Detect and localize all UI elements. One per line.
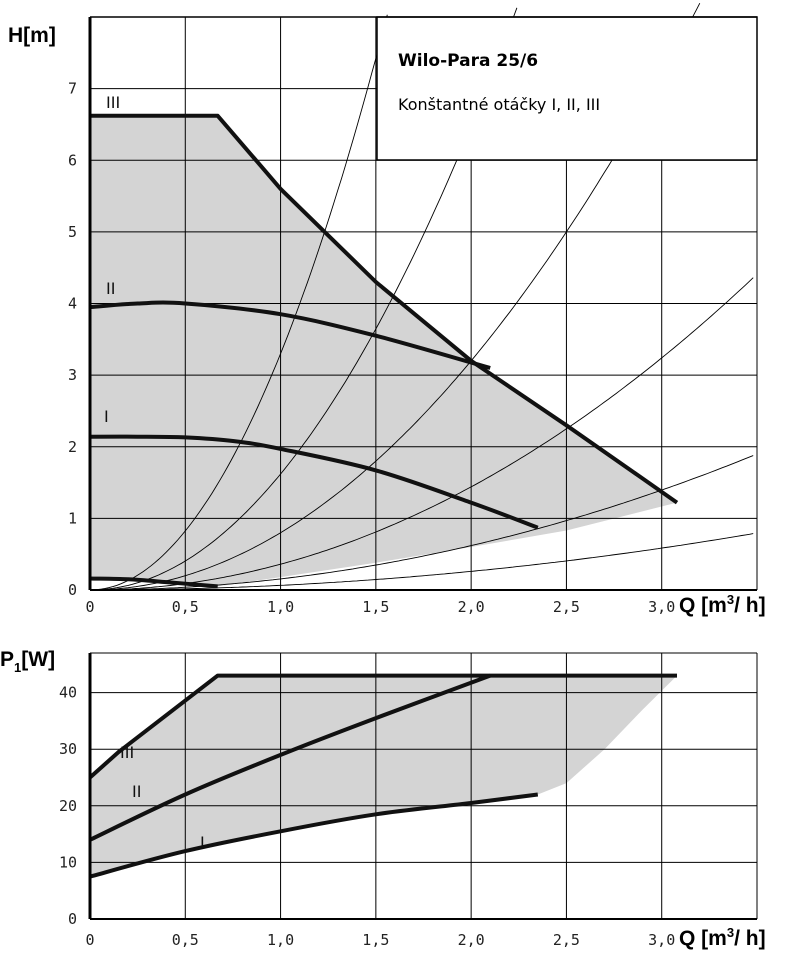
bottom-x-tick-label: 1,0 bbox=[267, 931, 294, 949]
bottom-series bbox=[88, 673, 677, 879]
legend-subtitle: Konštantné otáčky I, II, III bbox=[398, 95, 600, 114]
top-tick-labels: 0 0,5 1,0 1,5 2,0 2,5 3,0 0 1 2 3 4 5 6 7 bbox=[68, 80, 675, 616]
legend-box: Wilo-Para 25/6 Konštantné otáčky I, II, … bbox=[376, 16, 758, 161]
top-series-line bbox=[90, 113, 679, 505]
bottom-frame bbox=[88, 653, 757, 920]
top-x-tick-label: 1,5 bbox=[362, 598, 389, 616]
bottom-operating-area bbox=[90, 675, 677, 877]
top-operating-area bbox=[90, 115, 677, 587]
bottom-x-tick-label: 0,5 bbox=[172, 931, 199, 949]
top-x-axis-title: Q [m3/ h] bbox=[679, 592, 766, 617]
top-curve-label: III bbox=[106, 93, 120, 112]
top-x-tick-label: 2,5 bbox=[553, 598, 580, 616]
bottom-series-line bbox=[88, 673, 677, 779]
bottom-operating-area-fill bbox=[90, 675, 677, 877]
top-x-tick-label: 3,0 bbox=[648, 598, 675, 616]
top-curve-label: II bbox=[106, 279, 115, 298]
bottom-y-tick-label: 0 bbox=[68, 910, 77, 928]
bottom-y-tick-label: 40 bbox=[59, 684, 77, 702]
legend-title: Wilo-Para 25/6 bbox=[398, 51, 538, 71]
top-frame bbox=[88, 16, 757, 591]
bottom-curve-label: I bbox=[200, 833, 205, 852]
bottom-x-tick-label: 1,5 bbox=[362, 931, 389, 949]
bottom-x-tick-label: 2,5 bbox=[553, 931, 580, 949]
top-series-line bbox=[89, 434, 539, 530]
bottom-tick-labels: 0 0,5 1,0 1,5 2,0 2,5 3,0 0 10 20 30 40 bbox=[59, 684, 675, 949]
top-y-tick-label: 3 bbox=[68, 366, 77, 384]
system-curve bbox=[90, 7, 518, 591]
top-curve-label: I bbox=[104, 407, 109, 426]
bottom-y-tick-label: 20 bbox=[59, 797, 77, 815]
bottom-x-tick-label: 2,0 bbox=[458, 931, 485, 949]
bottom-grid bbox=[90, 652, 758, 919]
system-curve bbox=[90, 277, 754, 591]
top-x-tick-label: 2,0 bbox=[458, 598, 485, 616]
bottom-y-tick-label: 10 bbox=[59, 853, 77, 871]
system-curve bbox=[90, 2, 701, 591]
top-x-tick-label: 1,0 bbox=[267, 598, 294, 616]
bottom-series-line bbox=[89, 673, 491, 842]
top-series-line bbox=[89, 576, 218, 589]
top-x-tick-label: 0 bbox=[85, 598, 94, 616]
top-y-tick-label: 1 bbox=[68, 509, 77, 527]
bottom-curve-label: III bbox=[120, 743, 134, 762]
bottom-y-axis-title: P1[W] bbox=[0, 648, 55, 675]
system-curve bbox=[89, 14, 388, 591]
top-series bbox=[89, 113, 679, 589]
top-y-axis-title: H[m] bbox=[8, 24, 56, 47]
top-operating-area-fill bbox=[90, 115, 677, 587]
bottom-series-line bbox=[89, 792, 539, 879]
top-y-tick-label: 0 bbox=[68, 581, 77, 599]
top-y-tick-label: 2 bbox=[68, 438, 77, 456]
bottom-x-tick-label: 3,0 bbox=[648, 931, 675, 949]
top-y-tick-label: 6 bbox=[68, 151, 77, 169]
top-x-tick-label: 0,5 bbox=[172, 598, 199, 616]
bottom-x-tick-label: 0 bbox=[85, 931, 94, 949]
top-y-tick-label: 7 bbox=[68, 80, 77, 98]
top-y-tick-label: 4 bbox=[68, 295, 77, 313]
bottom-curve-label: II bbox=[132, 782, 141, 801]
top-y-tick-label: 5 bbox=[68, 223, 77, 241]
top-series-line bbox=[89, 300, 491, 370]
bottom-x-axis-title: Q [m3/ h] bbox=[679, 925, 766, 950]
bottom-y-tick-label: 30 bbox=[59, 740, 77, 758]
system-curve bbox=[90, 533, 754, 591]
